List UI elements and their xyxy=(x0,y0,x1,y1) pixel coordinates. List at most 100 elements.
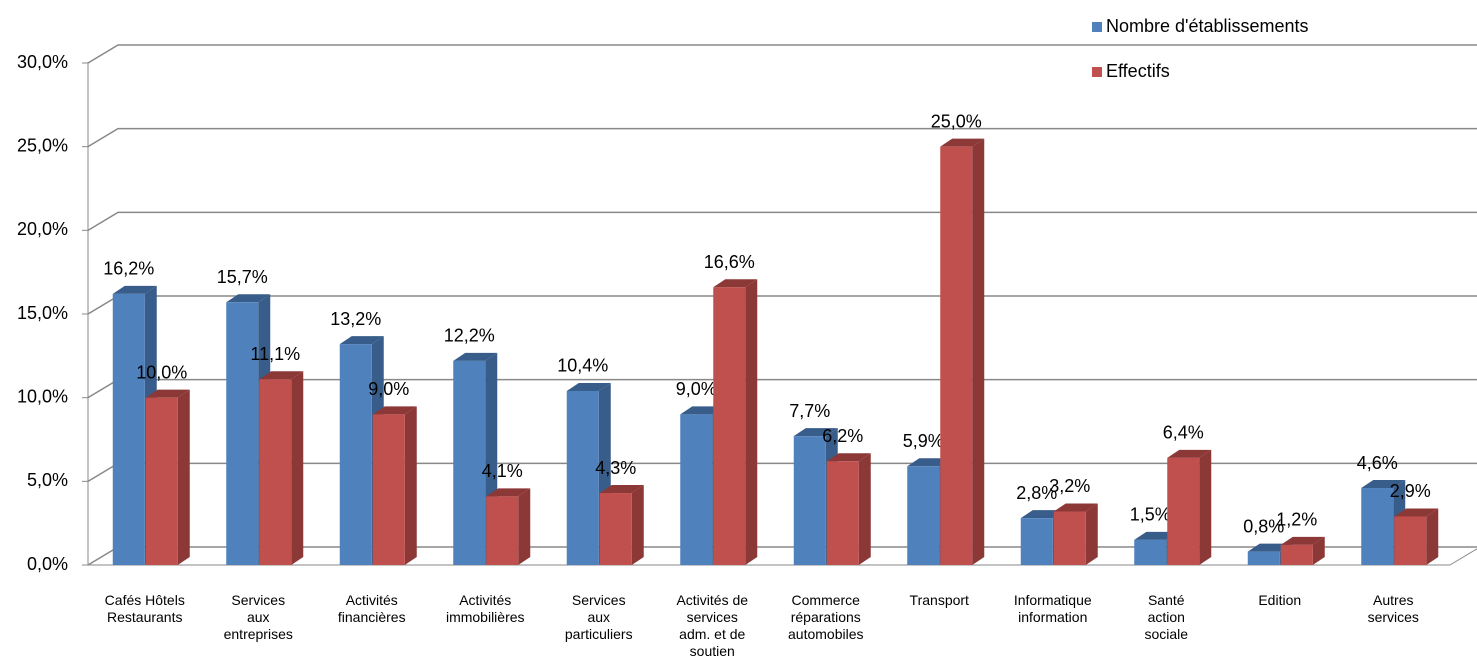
bar xyxy=(907,466,940,565)
legend-swatch xyxy=(1092,67,1102,77)
bar-top xyxy=(566,382,611,391)
x-tick-label: Commerce réparations automobiles xyxy=(788,592,864,642)
bar xyxy=(793,436,826,565)
grid-line xyxy=(87,127,1477,148)
legend-label: Effectifs xyxy=(1106,61,1170,81)
x-tick-label: Activités financières xyxy=(337,592,406,625)
y-tick-label: 20,0% xyxy=(17,219,68,239)
value-label: 3,2% xyxy=(1049,476,1090,496)
y-tick-label: 5,0% xyxy=(27,470,68,490)
bar xyxy=(940,146,973,565)
bar xyxy=(486,496,519,565)
bar-side xyxy=(291,371,304,565)
bar-top xyxy=(1394,508,1439,517)
value-label: 1,5% xyxy=(1130,505,1171,525)
bar xyxy=(453,360,486,565)
value-label: 1,2% xyxy=(1276,510,1317,530)
x-tick-label: Services aux particuliers xyxy=(564,592,633,642)
bar-top xyxy=(826,453,871,462)
bar-top xyxy=(599,485,644,494)
bar-side xyxy=(745,279,758,565)
bar xyxy=(1167,457,1200,565)
value-label: 10,4% xyxy=(557,356,608,376)
value-label: 11,1% xyxy=(250,344,300,364)
bar-top xyxy=(1361,480,1406,489)
value-label: 12,2% xyxy=(444,326,495,346)
x-tick-label: Activités de services adm. et de soutien xyxy=(676,592,749,659)
bar-top xyxy=(713,279,758,288)
value-label: 2,8% xyxy=(1016,483,1057,503)
bar-side xyxy=(858,453,871,565)
bar-side xyxy=(1199,449,1212,565)
bar-top xyxy=(1167,449,1212,458)
bar xyxy=(713,287,746,565)
value-label: 13,2% xyxy=(330,309,381,329)
grid-line xyxy=(87,44,1477,64)
bar-side xyxy=(972,138,985,565)
value-label: 6,4% xyxy=(1163,423,1204,443)
value-label: 4,6% xyxy=(1357,453,1398,473)
value-label: 7,7% xyxy=(789,401,830,421)
value-label: 16,2% xyxy=(103,259,154,279)
x-tick-label: Autres services xyxy=(1367,592,1419,625)
bar-top xyxy=(226,294,271,303)
bar xyxy=(226,302,259,565)
x-tick-label: Informatique information xyxy=(1013,592,1092,625)
y-tick-label: 10,0% xyxy=(17,386,68,406)
bar-top xyxy=(486,488,531,497)
value-label: 25,0% xyxy=(931,111,982,131)
bar xyxy=(566,390,599,565)
bar-top xyxy=(1280,536,1325,545)
bar-side xyxy=(177,389,190,565)
x-tick-label: Services aux entreprises xyxy=(223,592,293,642)
y-tick-label: 25,0% xyxy=(17,135,68,155)
bar xyxy=(112,293,145,565)
bar xyxy=(1361,488,1394,565)
bar-top xyxy=(112,285,157,294)
value-label: 5,9% xyxy=(903,431,944,451)
value-label: 2,9% xyxy=(1390,481,1431,501)
value-label: 4,1% xyxy=(482,461,523,481)
bar-top xyxy=(940,138,985,147)
bar xyxy=(1280,544,1313,565)
bar-top xyxy=(259,371,304,380)
bar xyxy=(599,493,632,565)
value-label: 10,0% xyxy=(136,362,187,382)
bar-side xyxy=(1426,508,1439,565)
x-tick-label: Cafés Hôtels Restaurants xyxy=(104,592,185,625)
bar-side xyxy=(1312,536,1325,565)
bar-top xyxy=(1053,503,1098,512)
x-tick-label: Transport xyxy=(909,592,969,608)
y-tick-label: 0,0% xyxy=(27,554,68,574)
bar-top xyxy=(793,428,838,437)
bar-top xyxy=(453,352,498,361)
y-tick-label: 15,0% xyxy=(17,303,68,323)
bar xyxy=(1053,511,1086,565)
value-label: 9,0% xyxy=(676,379,717,399)
x-tick-label: Activités immobilières xyxy=(445,592,525,625)
value-label: 16,6% xyxy=(704,252,755,272)
grid-line xyxy=(87,211,1477,231)
bar-side xyxy=(518,488,531,565)
bar xyxy=(339,344,372,565)
bar-side xyxy=(404,406,417,565)
axis-line xyxy=(1449,548,1477,566)
y-tick-label: 30,0% xyxy=(17,52,68,72)
x-tick-label: Santé action sociale xyxy=(1144,592,1189,642)
bar xyxy=(1020,518,1053,565)
value-label: 15,7% xyxy=(217,267,268,287)
bar xyxy=(1134,539,1167,565)
value-label: 4,3% xyxy=(595,458,636,478)
bar-side xyxy=(631,485,644,565)
bar-top xyxy=(372,406,417,415)
bar xyxy=(826,461,859,565)
bar-side xyxy=(1085,503,1098,565)
bar-top xyxy=(339,336,384,345)
bar-top xyxy=(145,389,190,398)
x-tick-label: Edition xyxy=(1258,592,1302,608)
value-label: 6,2% xyxy=(822,426,863,446)
bar xyxy=(259,379,292,565)
legend-label: Nombre d'établissements xyxy=(1106,16,1309,36)
